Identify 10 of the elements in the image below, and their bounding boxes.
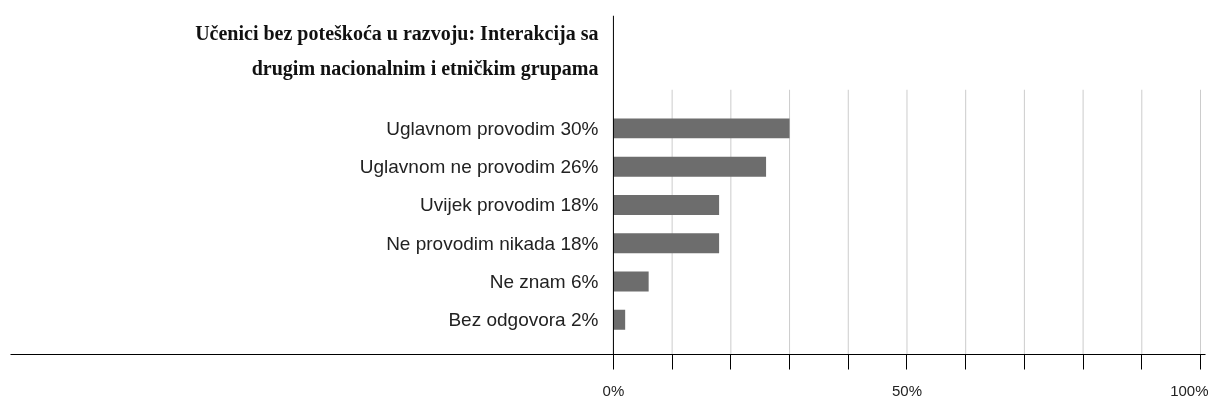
y-tick-label: Uvijek provodim 18% [419, 194, 599, 216]
x-tick-label: 100% [1170, 381, 1208, 399]
x-tick-label: 50% [891, 381, 922, 399]
chart-title: Učenici bez poteškoća u razvoju: Interakcija sa drugim nacionalnim i etničkim grupama [195, 22, 599, 81]
x-tick-label: 0% [602, 381, 625, 399]
y-tick-label: Ne znam 6% [489, 271, 599, 293]
y-tick-label: Uglavnom provodim 30% [386, 117, 599, 139]
y-tick-label: Bez odgovora 2% [448, 309, 599, 331]
y-tick-label: Ne provodim nikada 18% [386, 232, 599, 254]
y-tick-label: Uglavnom ne provodim 26% [359, 156, 599, 178]
